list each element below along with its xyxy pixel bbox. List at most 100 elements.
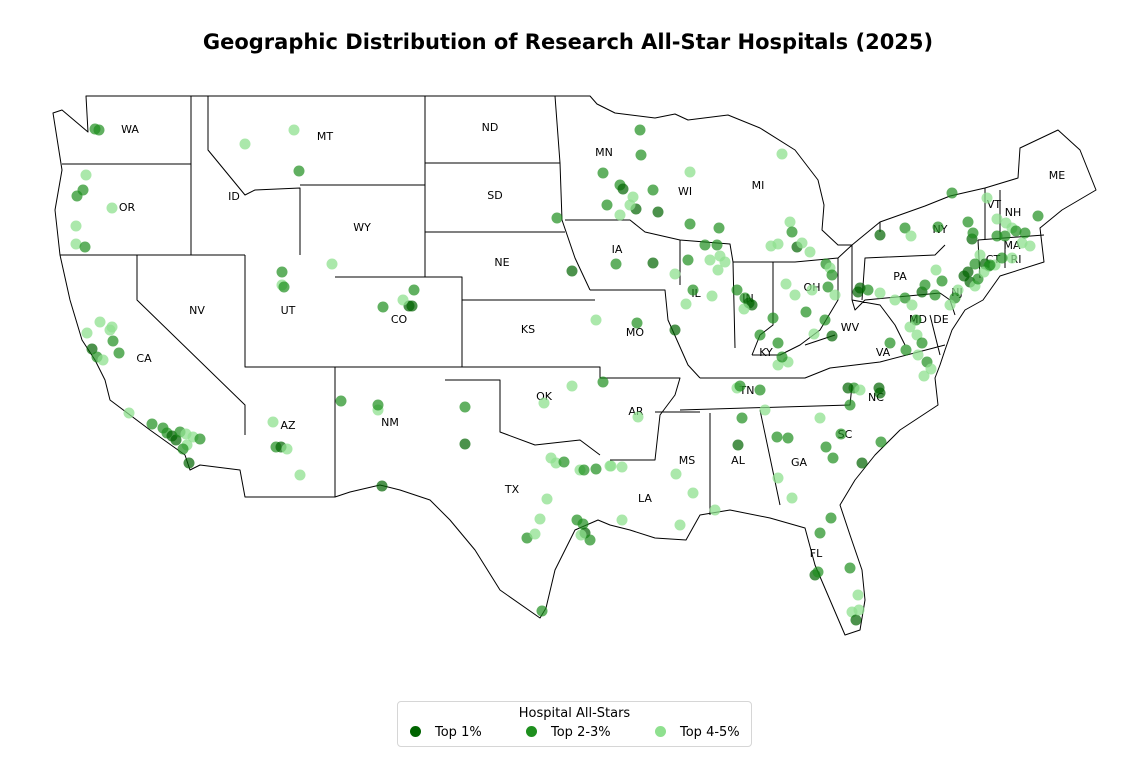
state-label-de: DE <box>933 313 948 326</box>
hospital-marker-top-2-3 <box>825 512 837 524</box>
hospital-marker-top-2-3 <box>932 221 944 233</box>
hospital-marker-top-4-5 <box>616 461 628 473</box>
hospital-marker-top-2-3 <box>577 518 589 530</box>
state-label-mn: MN <box>595 146 613 159</box>
hospital-marker-top-2-3 <box>536 605 548 617</box>
hospital-marker-top-1 <box>183 457 195 469</box>
hospital-marker-top-2-3 <box>459 401 471 413</box>
state-label-nh: NH <box>1005 206 1022 219</box>
hospital-marker-top-2-3 <box>372 399 384 411</box>
state-label-az: AZ <box>280 419 296 432</box>
hospital-marker-top-4-5 <box>123 407 135 419</box>
state-label-me: ME <box>1049 169 1065 182</box>
hospital-marker-top-4-5 <box>772 472 784 484</box>
hospital-marker-top-4-5 <box>789 289 801 301</box>
hospital-marker-top-4-5 <box>852 589 864 601</box>
state-label-nd: ND <box>482 121 499 134</box>
state-label-ky: KY <box>759 346 773 359</box>
hospital-marker-top-2-3 <box>822 281 834 293</box>
hospital-marker-top-2-3 <box>984 259 996 271</box>
hospital-marker-top-4-5 <box>784 216 796 228</box>
hospital-marker-top-1 <box>566 265 578 277</box>
hospital-marker-top-4-5 <box>780 278 792 290</box>
hospital-marker-top-2-3 <box>884 337 896 349</box>
hospital-marker-top-2-3 <box>991 230 1003 242</box>
hospital-marker-top-4-5 <box>704 254 716 266</box>
hospital-marker-top-2-3 <box>699 239 711 251</box>
hospital-marker-top-2-3 <box>916 337 928 349</box>
hospital-marker-top-2-3 <box>999 230 1011 242</box>
state-label-mi: MI <box>752 179 765 192</box>
hospital-markers <box>70 123 1044 626</box>
hospital-marker-top-1 <box>874 229 886 241</box>
state-label-wv: WV <box>841 321 860 334</box>
hospital-marker-top-2-3 <box>844 562 856 574</box>
hospital-marker-top-2-3 <box>684 218 696 230</box>
hospital-marker-top-4-5 <box>974 249 986 261</box>
hospital-marker-top-4-5 <box>759 404 771 416</box>
hospital-marker-top-2-3 <box>71 190 83 202</box>
hospital-marker-top-4-5 <box>776 148 788 160</box>
hospital-marker-top-2-3 <box>819 314 831 326</box>
hospital-marker-top-1 <box>86 343 98 355</box>
hospital-marker-top-2-3 <box>772 337 784 349</box>
state-label-la: LA <box>638 492 652 505</box>
hospital-marker-top-4-5 <box>590 314 602 326</box>
hospital-marker-top-4-5 <box>719 256 731 268</box>
hospital-marker-top-1 <box>850 614 862 626</box>
legend-marker-top-2-3 <box>526 726 537 737</box>
hospital-marker-top-2-3 <box>113 347 125 359</box>
hospital-marker-top-1 <box>873 382 885 394</box>
hospital-marker-top-4-5 <box>632 411 644 423</box>
hospital-marker-top-4-5 <box>616 514 628 526</box>
hospital-marker-top-2-3 <box>590 463 602 475</box>
state-label-ga: GA <box>791 456 808 469</box>
state-label-nm: NM <box>381 416 399 429</box>
hospital-marker-top-4-5 <box>911 329 923 341</box>
hospital-marker-top-1 <box>669 324 681 336</box>
hospital-marker-top-4-5 <box>70 238 82 250</box>
state-label-ks: KS <box>521 323 535 336</box>
hospital-marker-top-2-3 <box>93 124 105 136</box>
hospital-marker-top-2-3 <box>194 433 206 445</box>
legend-label-top-4-5: Top 4-5% <box>680 725 740 740</box>
hospital-marker-top-2-3 <box>899 222 911 234</box>
state-boundaries <box>52 95 1097 636</box>
hospital-marker-top-4-5 <box>1006 252 1018 264</box>
hospital-marker-top-2-3 <box>584 534 596 546</box>
hospital-marker-top-1 <box>652 206 664 218</box>
hospital-marker-top-4-5 <box>81 327 93 339</box>
hospital-marker-top-4-5 <box>706 290 718 302</box>
state-label-sd: SD <box>487 189 502 202</box>
hospital-marker-top-1 <box>962 266 974 278</box>
hospital-marker-top-2-3 <box>771 431 783 443</box>
hospital-marker-top-1 <box>459 438 471 450</box>
hospital-marker-top-4-5 <box>684 166 696 178</box>
hospital-marker-top-2-3 <box>647 184 659 196</box>
hospital-marker-top-2-3 <box>79 241 91 253</box>
hospital-marker-top-4-5 <box>566 380 578 392</box>
hospital-marker-top-4-5 <box>906 299 918 311</box>
hospital-marker-top-4-5 <box>397 294 409 306</box>
state-label-fl: FL <box>810 547 823 560</box>
hospital-marker-top-2-3 <box>844 399 856 411</box>
hospital-marker-top-4-5 <box>680 298 692 310</box>
hospital-marker-top-4-5 <box>70 220 82 232</box>
legend: Hospital All-Stars Top 1% Top 2-3% Top 4… <box>397 701 752 747</box>
hospital-marker-top-4-5 <box>981 192 993 204</box>
hospital-marker-top-2-3 <box>578 464 590 476</box>
hospital-marker-top-2-3 <box>936 275 948 287</box>
hospital-marker-top-4-5 <box>80 169 92 181</box>
hospital-marker-top-2-3 <box>776 351 788 363</box>
state-label-ia: IA <box>612 243 623 256</box>
hospital-marker-top-2-3 <box>736 412 748 424</box>
hospital-marker-top-2-3 <box>682 254 694 266</box>
state-label-va: VA <box>876 346 891 359</box>
hospital-marker-top-4-5 <box>874 287 886 299</box>
hospital-marker-top-4-5 <box>106 202 118 214</box>
hospital-marker-top-2-3 <box>1019 227 1031 239</box>
state-label-wa: WA <box>121 123 139 136</box>
hospital-marker-top-2-3 <box>919 279 931 291</box>
hospital-marker-top-4-5 <box>288 124 300 136</box>
state-label-tx: TX <box>504 483 520 496</box>
